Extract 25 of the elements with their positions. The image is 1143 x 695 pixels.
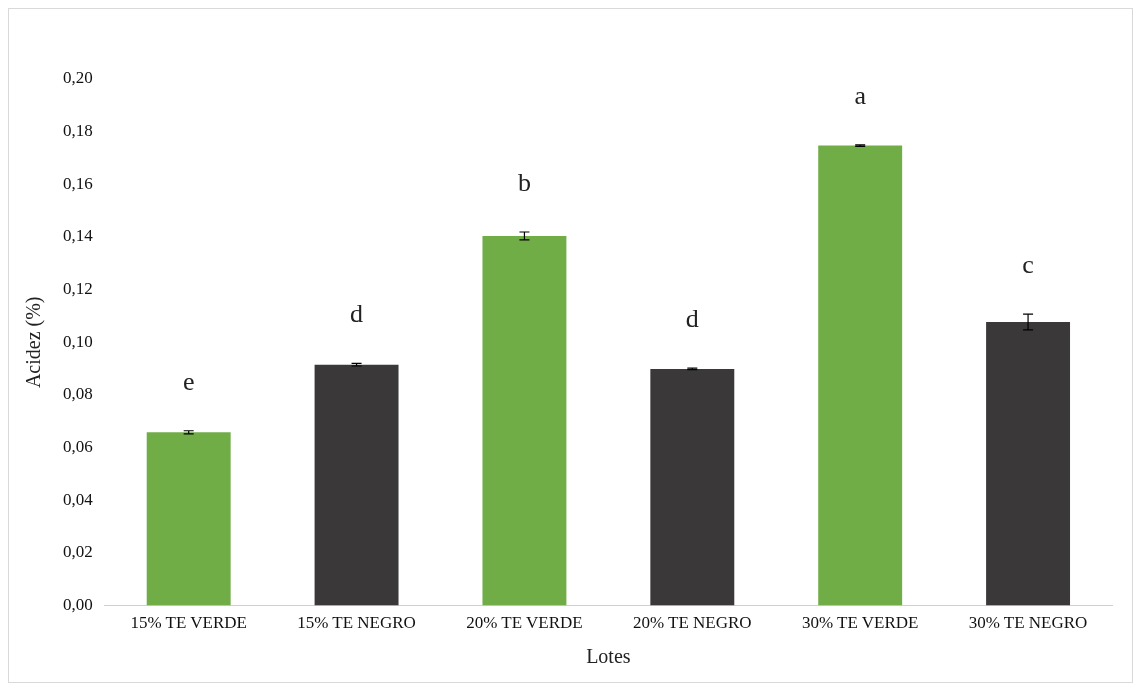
annotation: d: [350, 299, 364, 329]
annotation: d: [685, 303, 699, 333]
x-tick-label: 20% TE VERDE: [466, 613, 583, 633]
y-tick-label: 0,18: [63, 121, 93, 141]
annotation: c: [1022, 249, 1034, 279]
y-tick-label: 0,00: [63, 595, 93, 615]
y-axis-title: Acidez (%): [22, 296, 46, 389]
y-tick-label: 0,08: [63, 384, 93, 404]
y-tick-label: 0,06: [63, 437, 93, 457]
x-tick-label: 15% TE NEGRO: [297, 613, 416, 633]
y-tick-label: 0,20: [63, 68, 93, 88]
y-tick-label: 0,02: [63, 542, 93, 562]
y-tick-label: 0,12: [63, 279, 93, 299]
x-tick-label: 30% TE NEGRO: [968, 613, 1088, 633]
x-axis-title: Lotes: [586, 645, 631, 668]
annotation: a: [854, 80, 867, 110]
y-tick-label: 0,10: [63, 331, 93, 351]
x-tick-label: 15% TE VERDE: [130, 613, 247, 633]
annotation: b: [517, 167, 531, 197]
y-tick-label: 0,16: [63, 173, 93, 193]
y-tick-label: 0,04: [63, 489, 94, 509]
x-tick-label: 20% TE NEGRO: [632, 613, 752, 633]
y-tick-label: 0,14: [63, 226, 94, 246]
x-tick-label: 30% TE VERDE: [801, 613, 919, 633]
annotation: e: [182, 366, 195, 396]
